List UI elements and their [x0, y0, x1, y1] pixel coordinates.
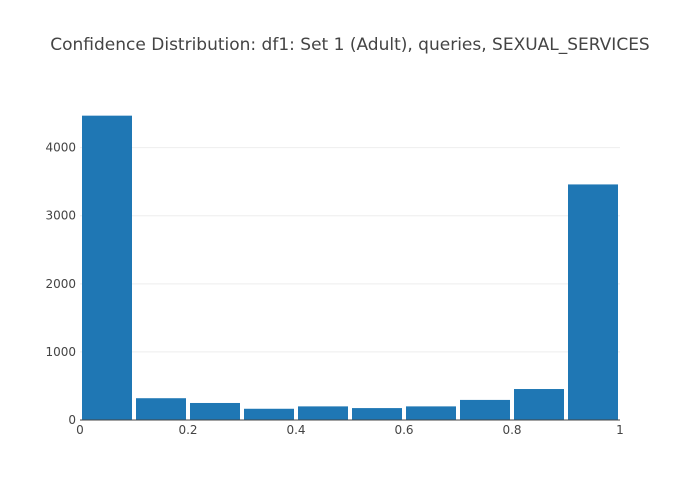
histogram-bar [244, 408, 294, 420]
y-tick-label: 0 [68, 413, 76, 427]
histogram-bar [352, 408, 402, 420]
x-tick-label: 0.4 [286, 423, 305, 437]
y-tick-label: 2000 [45, 277, 76, 291]
histogram-bar [82, 115, 132, 420]
x-tick-label: 0.6 [394, 423, 413, 437]
y-tick-label: 3000 [45, 209, 76, 223]
x-tick-label: 0.2 [178, 423, 197, 437]
x-tick-labels: 0 0.2 0.4 0.6 0.8 1 [76, 423, 624, 437]
x-tick-label: 0 [76, 423, 84, 437]
y-tick-label: 1000 [45, 345, 76, 359]
x-tick-label: 0.8 [502, 423, 521, 437]
histogram-bar [514, 389, 564, 420]
chart-title: Confidence Distribution: df1: Set 1 (Adu… [50, 35, 649, 55]
grid-lines [80, 147, 620, 353]
histogram-bar [406, 406, 456, 420]
histogram-bar [190, 402, 240, 420]
histogram-bar [460, 399, 510, 420]
histogram-bar [568, 184, 618, 420]
y-tick-labels: 0 1000 2000 3000 4000 [45, 141, 76, 427]
x-tick-label: 1 [616, 423, 624, 437]
bars [82, 115, 618, 420]
histogram-bar [136, 398, 186, 420]
histogram-bar [298, 406, 348, 420]
y-tick-label: 4000 [45, 141, 76, 155]
